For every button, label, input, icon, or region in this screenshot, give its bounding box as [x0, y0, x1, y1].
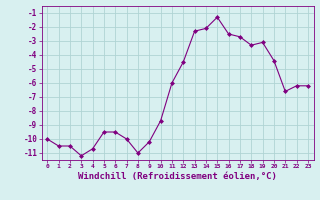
- X-axis label: Windchill (Refroidissement éolien,°C): Windchill (Refroidissement éolien,°C): [78, 172, 277, 181]
